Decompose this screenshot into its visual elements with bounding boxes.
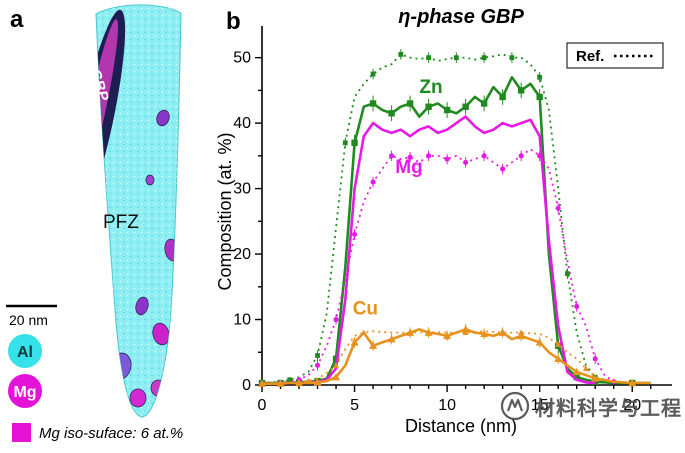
mg-legend-swatch [8, 374, 42, 408]
apt-tip-image: η GBP PFZ 20 nm Al Mg Mg iso-suface: 6 a… [6, 4, 183, 442]
al-legend-label: Al [17, 344, 33, 361]
series-cu-ref- [259, 329, 636, 387]
svg-text:20: 20 [623, 397, 641, 414]
tick-labels: 0 5 10 15 20 0 10 20 30 40 50 [233, 50, 641, 414]
panel-b-letter: b [226, 8, 241, 35]
watermark: 材料科学与工程 [500, 391, 682, 421]
axes [261, 26, 672, 386]
svg-text:30: 30 [233, 181, 251, 198]
series-label-cu: Cu [353, 298, 378, 319]
al-legend-swatch [8, 334, 42, 368]
y-axis-label: Composition (at. %) [215, 132, 235, 290]
series-label-zn: Zn [419, 77, 442, 98]
iso-surface-caption: Mg iso-suface: 6 at.% [12, 423, 183, 442]
series-mg-ref- [259, 148, 633, 387]
svg-text:40: 40 [233, 115, 251, 132]
panel-b-composition-profile: 0 5 10 15 20 0 10 20 30 40 50 Distance (nm) Composit… [215, 0, 685, 453]
composition-profile-chart: 0 5 10 15 20 0 10 20 30 40 50 Distance (nm) Composit… [215, 26, 672, 436]
atom-speckle-texture [96, 4, 181, 418]
mg-legend-label: Mg [13, 384, 36, 401]
pfz-label: PFZ [103, 212, 139, 233]
svg-text:Ref.: Ref. [576, 48, 604, 65]
svg-text:15: 15 [531, 397, 549, 414]
svg-text:20: 20 [233, 246, 251, 263]
series-label-mg: Mg [395, 157, 422, 178]
svg-text:0: 0 [242, 377, 251, 394]
chart-title: η-phase GBP [398, 6, 524, 28]
svg-text:5: 5 [350, 397, 359, 414]
watermark-text: 材料科学与工程 [535, 395, 682, 420]
scale-bar-label: 20 nm [9, 312, 48, 328]
x-axis-label: Distance (nm) [405, 416, 517, 436]
ticks [255, 56, 652, 392]
element-legend: Al Mg [8, 334, 42, 408]
ref-legend: Ref. [566, 42, 664, 69]
series-zn-ref- [259, 49, 633, 386]
svg-text:10: 10 [438, 397, 456, 414]
svg-text:10: 10 [233, 312, 251, 329]
iso-caption-text: Mg iso-suface: 6 at.% [39, 425, 183, 442]
svg-text:50: 50 [233, 50, 251, 67]
mg-iso-swatch [12, 423, 31, 442]
panel-a-apt-reconstruction: η GBP PFZ 20 nm Al Mg Mg iso-suface: 6 a… [0, 0, 215, 453]
watermark-logo-icon [500, 391, 530, 421]
svg-text:0: 0 [258, 397, 267, 414]
panel-a-letter: a [10, 6, 24, 33]
